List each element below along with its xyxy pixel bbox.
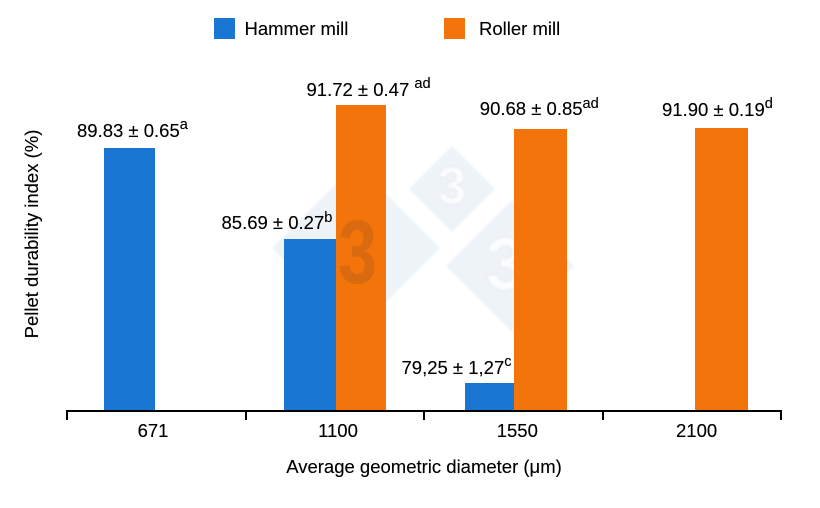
svg-text:3: 3 — [338, 203, 377, 303]
svg-text:3: 3 — [438, 158, 467, 216]
